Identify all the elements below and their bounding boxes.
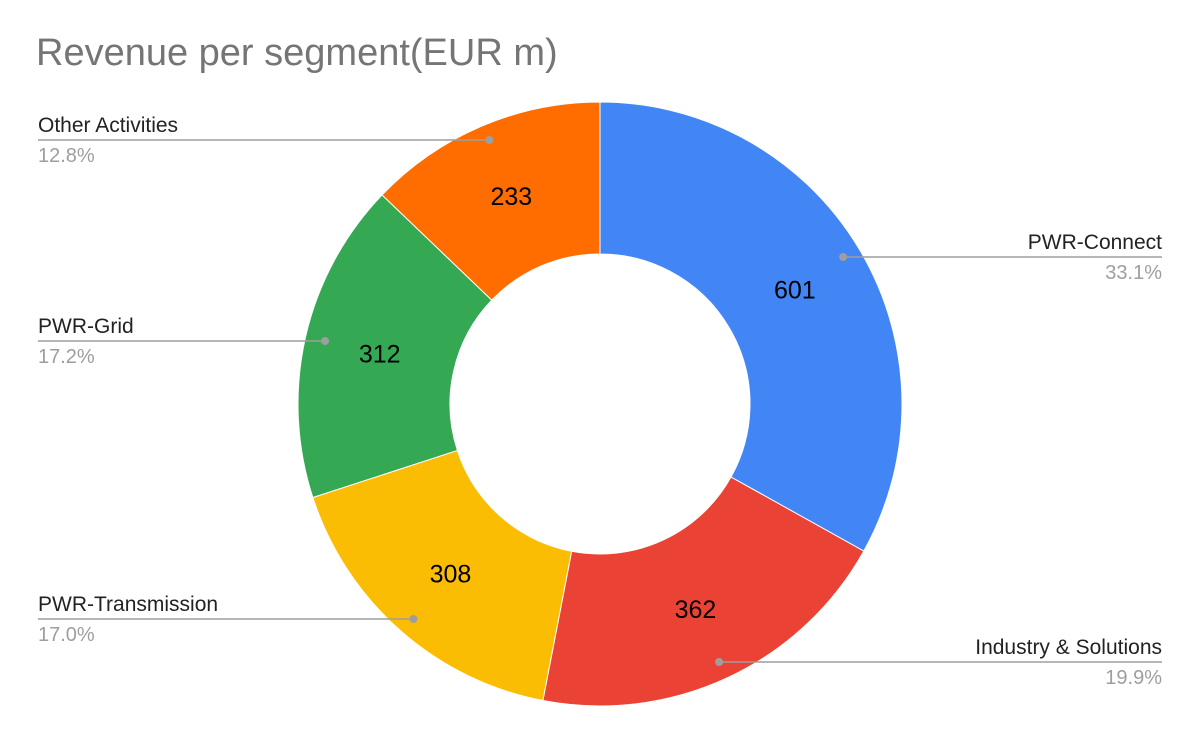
- category-label-industry-solutions: Industry & Solutions: [975, 636, 1162, 659]
- slice-pwr-transmission: [312, 449, 573, 702]
- leader-dot-pwr-transmission: [409, 615, 418, 623]
- leader-dot-pwr-grid: [321, 337, 330, 345]
- slice-pwr-grid: [297, 194, 493, 499]
- slice-pwr-connect: [599, 101, 903, 552]
- percent-label-pwr-connect: 33.1%: [1105, 262, 1162, 284]
- percent-label-industry-solutions: 19.9%: [1105, 667, 1162, 689]
- slice-industry-solutions: [542, 476, 865, 707]
- slice-other-activities: [381, 101, 601, 301]
- category-label-pwr-transmission: PWR-Transmission: [38, 593, 218, 616]
- leader-dot-pwr-connect: [839, 253, 848, 261]
- category-label-pwr-connect: PWR-Connect: [1028, 231, 1162, 254]
- category-label-pwr-grid: PWR-Grid: [38, 315, 134, 338]
- chart-title: Revenue per segment(EUR m): [36, 32, 558, 74]
- percent-label-pwr-grid: 17.2%: [38, 346, 95, 368]
- value-label-pwr-grid: 312: [359, 341, 401, 369]
- category-label-other-activities: Other Activities: [38, 114, 178, 137]
- leader-lines: [38, 136, 1162, 666]
- percent-label-pwr-transmission: 17.0%: [38, 624, 95, 646]
- value-label-industry-solutions: 362: [675, 596, 717, 624]
- value-label-other-activities: 233: [490, 183, 532, 211]
- slices: [297, 101, 903, 707]
- leader-dot-industry-solutions: [715, 658, 724, 666]
- percent-label-other-activities: 12.8%: [38, 145, 95, 167]
- value-label-pwr-transmission: 308: [430, 560, 472, 588]
- leader-dot-other-activities: [485, 136, 494, 144]
- labels: 601 PWR-Connect 33.1% 362 Industry & Solutio…: [38, 114, 1162, 689]
- value-label-pwr-connect: 601: [774, 277, 816, 305]
